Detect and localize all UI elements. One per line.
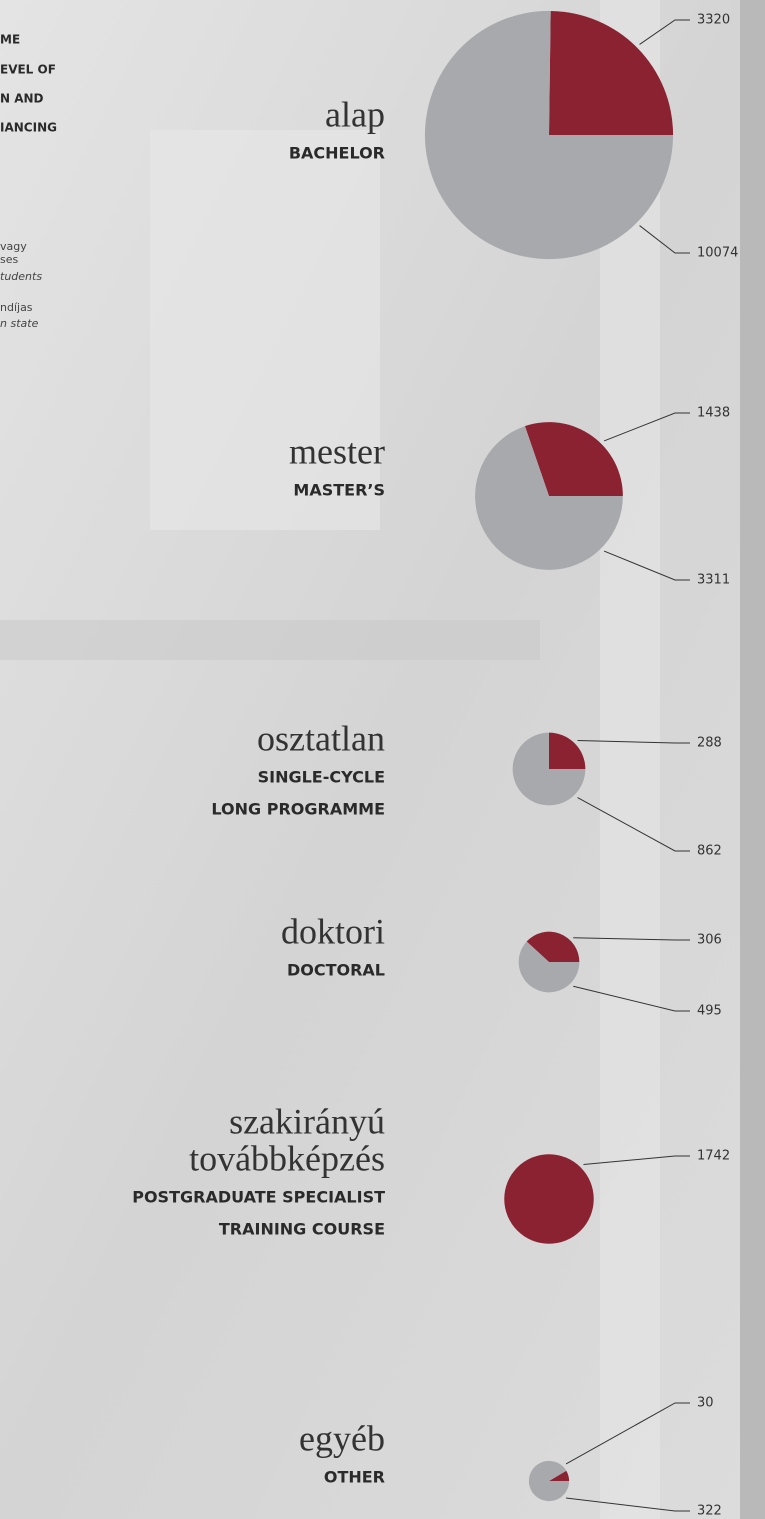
heading-fragment: IANCING: [0, 121, 57, 135]
pie-slice: [528, 1460, 570, 1502]
heading-fragment: N AND: [0, 92, 44, 106]
photo-shape: [150, 130, 380, 530]
pie-title: doktori: [281, 911, 385, 951]
note-fragment: ndíjas: [0, 301, 33, 314]
pie-slice: [518, 941, 580, 993]
heading-fragment: EVEL OF: [0, 63, 56, 77]
pie-slice: [504, 1154, 594, 1244]
leader-line: [639, 19, 690, 45]
leader-line: [639, 225, 690, 254]
pie-subtitle: POSTGRADUATE SPECIALIST: [132, 1188, 385, 1207]
pie-title: osztatlan: [257, 718, 385, 758]
pie-subtitle: SINGLE-CYCLE: [258, 768, 385, 787]
value-label: 3320: [697, 13, 730, 28]
pie-slice: [475, 426, 623, 570]
leader-line: [577, 797, 690, 852]
leader-line: [565, 1497, 690, 1512]
pie-slice: [526, 931, 580, 962]
leader-line: [573, 985, 690, 1012]
value-label: 306: [697, 933, 722, 948]
value-label: 10074: [697, 246, 738, 261]
note-fragment: vagy: [0, 240, 27, 253]
value-label: 322: [697, 1504, 722, 1519]
pie-title: egyéb: [299, 1418, 385, 1458]
pie-slice: [549, 10, 674, 136]
pie-title: továbbképzés: [189, 1138, 385, 1178]
value-label: 288: [697, 736, 722, 751]
leader-line: [565, 1402, 690, 1465]
leader-line: [603, 550, 690, 581]
pie-title: szakirányú: [229, 1101, 385, 1141]
value-label: 1438: [697, 406, 730, 421]
value-label: 30: [697, 1396, 714, 1411]
note-fragment: tudents: [0, 270, 42, 283]
value-label: 3311: [697, 573, 730, 588]
pie-slice: [549, 1470, 570, 1481]
leader-line: [583, 1155, 690, 1166]
pie-slice: [548, 732, 586, 769]
value-label: 495: [697, 1004, 722, 1019]
pie-subtitle: BACHELOR: [289, 144, 385, 163]
pie-title: mester: [289, 431, 385, 471]
note-fragment: ses: [0, 253, 18, 266]
pie-subtitle: OTHER: [324, 1468, 385, 1487]
note-fragment: n state: [0, 317, 39, 330]
right-strip: [740, 0, 765, 1519]
pie-title: alap: [325, 94, 385, 134]
photo-shape: [0, 620, 540, 660]
value-label: 862: [697, 844, 722, 859]
pie-slice: [524, 422, 623, 496]
pie-subtitle: LONG PROGRAMME: [211, 800, 385, 819]
charts: alap BACHELOR 3320 10074 mester MASTER’S 1438 3…: [132, 10, 738, 1519]
pie-slice: [512, 732, 586, 806]
heading-fragment: ME: [0, 33, 20, 47]
leader-line: [603, 412, 690, 442]
leader-line: [577, 739, 690, 744]
value-label: 1742: [697, 1149, 730, 1164]
pie-slice: [424, 10, 674, 260]
pie-subtitle: DOCTORAL: [287, 961, 385, 980]
pie-subtitle: TRAINING COURSE: [219, 1220, 385, 1239]
pie-subtitle: MASTER’S: [293, 481, 385, 500]
leader-line: [573, 937, 690, 941]
photo-shape: [600, 0, 660, 1519]
